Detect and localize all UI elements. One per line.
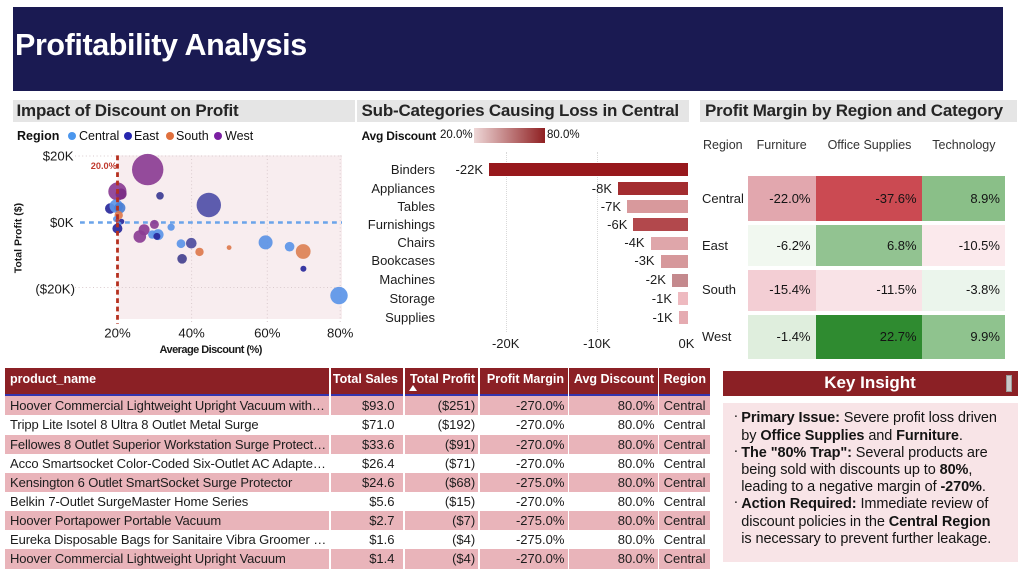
svg-text:Average Discount (%): Average Discount (%)	[160, 344, 263, 356]
svg-text:80%: 80%	[327, 326, 354, 341]
svg-text:60%: 60%	[254, 326, 281, 341]
svg-text:40%: 40%	[178, 326, 205, 341]
svg-text:$0K: $0K	[50, 215, 74, 230]
svg-text:20%: 20%	[104, 326, 131, 341]
svg-text:($20K): ($20K)	[35, 282, 75, 297]
svg-text:20.0%: 20.0%	[91, 161, 117, 171]
svg-text:$20K: $20K	[43, 149, 74, 164]
svg-text:Total Profit ($): Total Profit ($)	[12, 203, 24, 273]
